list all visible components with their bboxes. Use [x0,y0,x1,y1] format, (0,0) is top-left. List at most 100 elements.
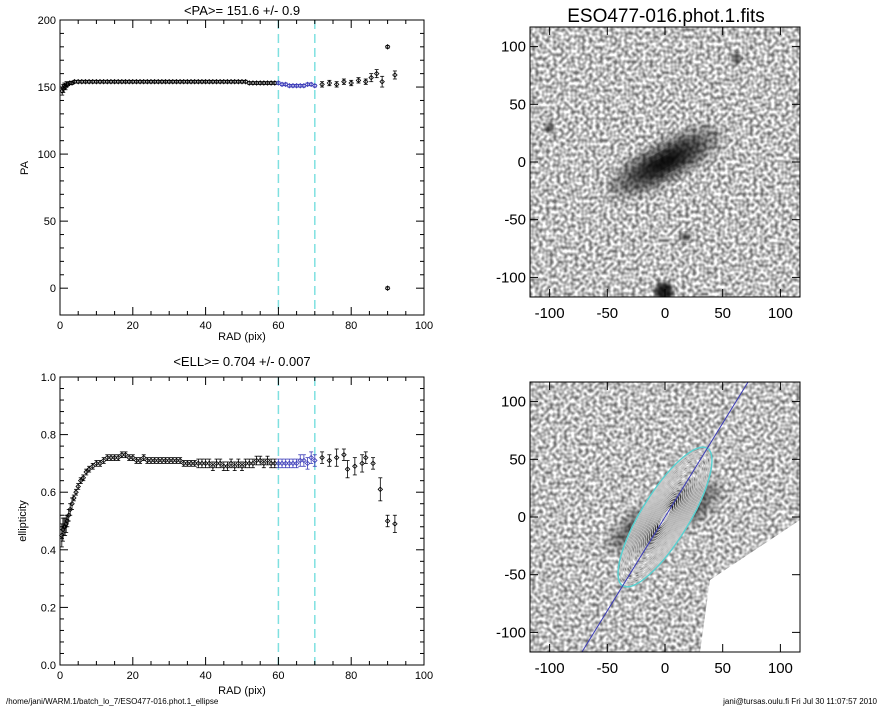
pa-point [373,70,380,77]
image-y-axis: -100 -50 0 50 100 [496,39,800,286]
ell-x-tick-label: 0 [57,670,63,682]
ell-point [253,457,260,464]
pa-point [140,78,147,85]
ell-point [352,463,358,470]
pa-x-tick-label: 80 [345,320,357,332]
pa-point [348,80,354,86]
ell-point [155,457,162,464]
ell-point [83,469,89,475]
pa-x-tick-label: 20 [127,320,139,332]
ell-point [159,457,165,464]
ell-point [199,460,205,467]
image2-y-axis: -100 -50 0 50 100 [496,394,800,641]
ell-panel: <ELL>= 0.704 +/- 0.007 0 20 40 60 80 100 0.00… [17,354,433,697]
star-source [731,53,742,64]
ell-plot-frame [59,376,425,666]
ell-x-tick-label: 100 [415,670,433,682]
ell-point [221,463,227,470]
pa-point [228,78,234,85]
ell-point [100,457,107,464]
pa-point [195,78,202,85]
ell-point [140,454,147,461]
ell-x-axis-label: RAD (pix) [218,685,266,697]
star-source [680,232,691,242]
img2-x-tick-label: 0 [661,660,669,677]
pa-point [159,78,165,85]
pa-point [184,78,191,85]
pa-point [79,78,85,85]
ell-point [293,460,300,467]
pa-x-tick-label: 0 [57,320,63,332]
ell-y-axis-label: ellipticity [17,500,29,542]
ellipse-fit-image [530,382,800,652]
pa-fit-range-lines [277,20,316,315]
pa-point [392,72,398,78]
ell-point [69,500,75,507]
img1-x-tick-label: -50 [596,305,618,322]
ell-point [126,454,132,461]
pa-point [268,80,274,86]
ell-point [89,463,96,470]
ell-y-tick-label: 0.6 [41,487,56,499]
ell-point [111,454,118,461]
pa-point [67,80,73,86]
ell-point [73,489,79,495]
img2-y-tick-label: 50 [509,451,526,468]
pa-point [71,78,78,85]
ell-point [286,460,293,467]
pa-point [286,82,293,89]
galaxy-glow [652,154,678,170]
pa-point [202,78,209,85]
pa-point [166,78,172,85]
pa-point [151,78,158,85]
pa-point [206,78,213,85]
img1-y-tick-label: 0 [518,154,526,171]
pa-point [308,81,314,88]
ell-point [341,451,347,458]
ell-point [80,475,87,481]
ell-point [133,457,140,464]
ell-point [261,460,267,467]
ell-point [122,451,129,458]
pa-point [162,78,169,85]
pa-point [89,78,96,85]
pa-point [221,78,227,85]
pa-point [231,78,238,85]
ell-point [257,457,263,464]
ell-x-axis: 0 20 40 60 80 100 [57,377,433,682]
ell-point [217,460,223,467]
pa-y-axis: 0 50 100 150 200 [38,15,424,295]
pa-point [188,78,194,85]
pa-point [100,78,107,85]
ell-point [104,454,111,461]
pa-point [293,82,300,89]
pa-point [235,78,242,85]
ell-point [319,454,325,461]
ell-point [308,454,314,461]
ell-x-tick-label: 80 [345,670,357,682]
ell-point [301,457,307,464]
galaxy-blob [608,126,722,198]
pa-point [239,78,245,85]
img2-x-tick-label: 50 [714,660,731,677]
ell-point [144,457,151,464]
ell-point [228,460,234,467]
ell-point [279,460,285,467]
ell-point [119,451,125,458]
ell-point [264,457,271,464]
footer-path: /home/jani/WARM.1/batch_lo_7/ESO477-016.… [6,697,219,706]
ell-point [93,460,100,467]
ell-point [239,463,245,470]
ell-point [268,460,274,467]
pa-point [177,78,183,85]
pa-point [271,80,278,86]
ell-point [246,460,253,467]
pa-point [319,81,325,88]
img2-y-tick-label: -50 [504,567,526,584]
ell-point [86,466,92,472]
ell-data-points [59,448,398,548]
ell-point [71,495,77,501]
pa-point [155,78,162,85]
ellipse-fit-panel: -100 -50 0 50 100 -100 -50 0 50 100 [496,381,801,677]
